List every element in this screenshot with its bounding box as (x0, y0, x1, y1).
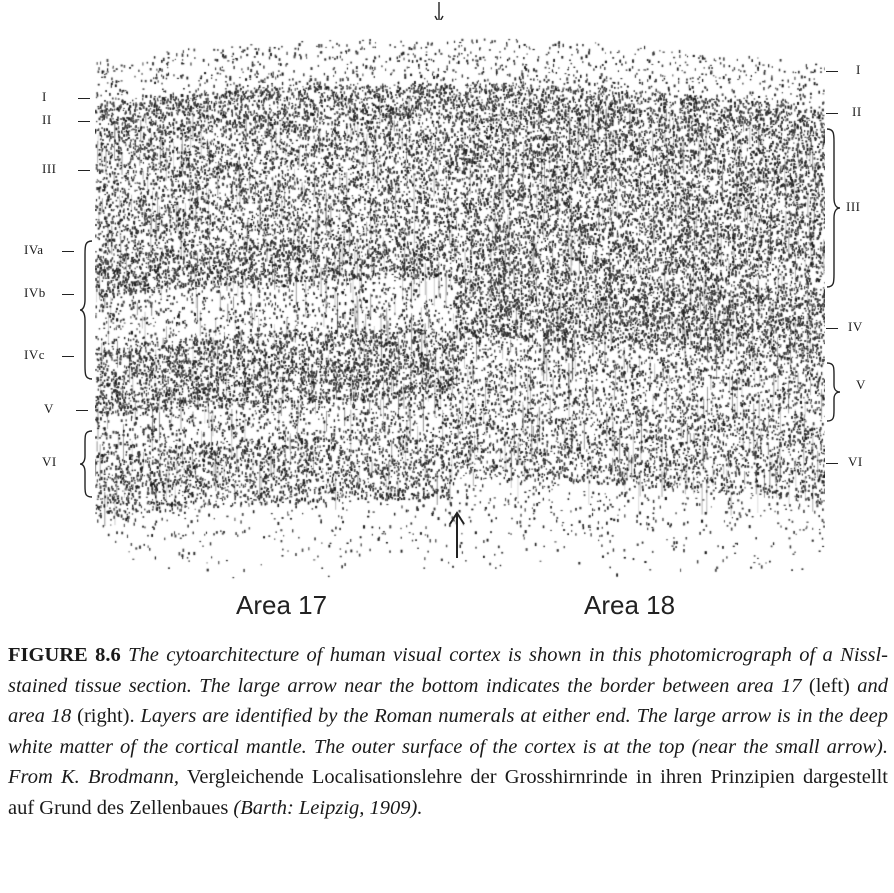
left-layer-label: IVc (24, 347, 45, 362)
left-tick (62, 251, 74, 252)
right-layer-label: III (846, 199, 861, 214)
right-layer-label: IV (848, 319, 863, 334)
left-layer-label: IVb (24, 285, 46, 300)
left-layer-label: IVa (24, 242, 44, 257)
right-brace-v (826, 362, 841, 422)
right-layer-label: V (856, 377, 866, 392)
right-tick (826, 463, 838, 464)
caption-text: (right). (77, 705, 135, 727)
left-layer-label: II (42, 112, 52, 127)
left-tick (62, 294, 74, 295)
figure-number: FIGURE 8.6 (8, 644, 121, 666)
left-tick (62, 356, 74, 357)
right-tick (826, 328, 838, 329)
left-tick (78, 98, 90, 99)
right-layer-label: I (856, 62, 861, 77)
left-layer-label: I (42, 89, 47, 104)
left-layer-label: VI (42, 454, 57, 469)
large-arrow-icon (449, 511, 465, 558)
caption-text: The cytoarchitecture of human visual cor… (8, 644, 888, 697)
left-brace-iv (80, 240, 93, 380)
right-layer-label: II (852, 104, 862, 119)
left-brace-vi (80, 430, 93, 498)
left-layer-label: III (42, 161, 57, 176)
caption-citation: (Barth: Leipzig, 1909). (233, 796, 423, 819)
caption-text: (left) (808, 674, 850, 697)
right-layer-label: VI (848, 454, 863, 469)
micrograph (95, 20, 825, 580)
right-tick (826, 71, 838, 72)
right-brace-iii (826, 128, 841, 288)
area-17-label: Area 17 (236, 590, 328, 620)
right-tick (826, 113, 838, 114)
caption-citation-title: Vergleichende Localisationslehre der Gro… (8, 766, 888, 819)
area-18-label: Area 18 (584, 590, 676, 620)
caption-text: Layers are identified by the Roman numer… (8, 705, 888, 788)
caption-text: and area 18 (8, 674, 889, 728)
left-layer-label: V (44, 401, 54, 416)
left-tick (78, 170, 90, 171)
left-tick (78, 121, 90, 122)
left-tick (76, 410, 88, 411)
figure: I II III IVa IVb IVc V VI I II III IV V … (24, 2, 866, 620)
figure-caption: FIGURE 8.6 The cytoarchitecture of human… (8, 640, 888, 823)
